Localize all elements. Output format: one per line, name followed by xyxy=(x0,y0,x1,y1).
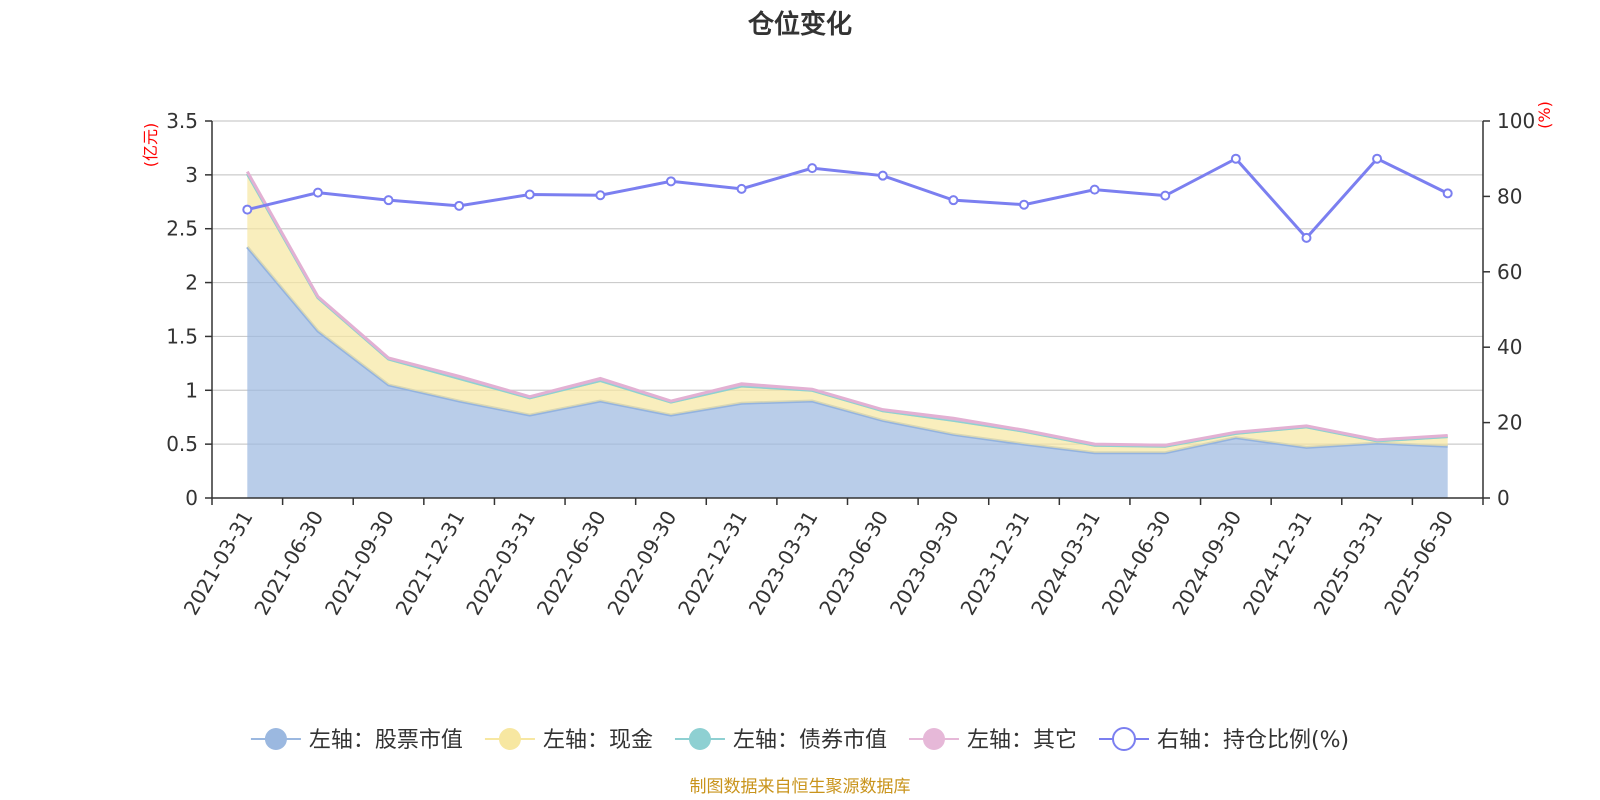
ratio-point xyxy=(736,183,747,194)
area-series-line-3 xyxy=(246,170,1448,447)
ratio-point xyxy=(383,195,394,206)
legend-label: 左轴：其它 xyxy=(967,728,1077,753)
ratio-point xyxy=(1372,153,1383,164)
x-tick-label: 2024-12-31 xyxy=(1238,507,1317,620)
legend-label: 左轴：股票市值 xyxy=(309,728,463,753)
ratio-point xyxy=(1019,199,1030,210)
left-axis-unit: (亿元) xyxy=(141,123,160,168)
legend-symbol-marker xyxy=(498,728,521,750)
x-tick-label: 2021-03-31 xyxy=(179,507,258,620)
left-tick-label: 3.5 xyxy=(166,109,198,133)
legend-symbol-marker xyxy=(922,728,945,750)
legend[interactable]: 左轴：股票市值 左轴：现金 左轴：债券市值 左轴：其它 右轴：持仓比例(%) xyxy=(250,727,1349,753)
ratio-point xyxy=(948,195,959,206)
x-tick-label: 2023-09-30 xyxy=(885,507,964,620)
right-tick-label: 0 xyxy=(1497,486,1510,510)
left-tick-label: 3 xyxy=(185,163,198,187)
source-note: 制图数据来自恒生聚源数据库 xyxy=(690,777,911,797)
legend-item-2[interactable]: 左轴：债券市值 xyxy=(674,728,887,753)
x-tick-label: 2021-12-31 xyxy=(391,507,470,620)
right-tick-label: 20 xyxy=(1497,411,1522,435)
x-tick-label: 2023-03-31 xyxy=(744,507,823,620)
right-tick-label: 60 xyxy=(1497,260,1522,284)
ratio-point xyxy=(1301,232,1312,243)
ratio-point xyxy=(242,204,253,215)
ratio-point xyxy=(665,176,676,187)
ratio-point xyxy=(454,200,465,211)
x-tick-label: 2022-12-31 xyxy=(673,507,752,620)
ratio-point xyxy=(1089,184,1100,195)
left-tick-label: 1.5 xyxy=(166,324,198,348)
x-tick-label: 2023-12-31 xyxy=(955,507,1034,620)
ratio-point xyxy=(1442,188,1453,199)
x-tick-label: 2021-06-30 xyxy=(249,507,328,620)
legend-item-0[interactable]: 左轴：股票市值 xyxy=(250,728,463,753)
ratio-point xyxy=(877,170,888,181)
left-tick-label: 0.5 xyxy=(166,432,198,456)
x-tick-label: 2024-09-30 xyxy=(1167,507,1246,620)
legend-label: 左轴：现金 xyxy=(543,728,653,753)
legend-item-4[interactable]: 右轴：持仓比例(%) xyxy=(1098,727,1349,753)
right-tick-label: 80 xyxy=(1497,184,1522,208)
ratio-point xyxy=(595,190,606,201)
x-tick-label: 2024-03-31 xyxy=(1026,507,1105,620)
area-series-0 xyxy=(247,247,1448,498)
legend-item-1[interactable]: 左轴：现金 xyxy=(484,728,653,753)
right-tick-label: 40 xyxy=(1497,335,1522,359)
ratio-point xyxy=(807,163,818,174)
left-tick-label: 2.5 xyxy=(166,217,198,241)
legend-symbol-marker xyxy=(1111,727,1136,751)
ratio-point xyxy=(1160,190,1171,201)
ratio-line-layer xyxy=(242,153,1453,243)
x-tick-label: 2024-06-30 xyxy=(1097,507,1176,620)
x-tick-label: 2025-03-31 xyxy=(1309,507,1388,620)
ratio-point xyxy=(312,187,323,198)
x-tick-label: 2022-06-30 xyxy=(532,507,611,620)
legend-item-3[interactable]: 左轴：其它 xyxy=(908,728,1077,753)
ratio-point xyxy=(524,189,535,200)
ratio-point xyxy=(1230,153,1241,164)
x-tick-label: 2025-06-30 xyxy=(1379,507,1458,620)
ratio-line xyxy=(246,156,1449,241)
chart-title: 仓位变化 xyxy=(747,9,852,40)
left-tick-label: 0 xyxy=(185,486,198,510)
x-tick-label: 2022-03-31 xyxy=(461,507,540,620)
legend-label: 右轴：持仓比例(%) xyxy=(1157,728,1349,753)
left-tick-label: 1 xyxy=(185,378,198,402)
right-tick-label: 100 xyxy=(1497,109,1535,133)
x-tick-label: 2021-09-30 xyxy=(320,507,399,620)
legend-label: 左轴：债券市值 xyxy=(733,728,887,753)
x-tick-label: 2022-09-30 xyxy=(602,507,681,620)
legend-symbol-marker xyxy=(688,728,711,750)
stacked-areas xyxy=(246,170,1448,498)
left-tick-label: 2 xyxy=(185,271,198,295)
right-axis-unit: (%) xyxy=(1535,101,1554,129)
legend-symbol-marker xyxy=(264,728,287,750)
x-tick-label: 2023-06-30 xyxy=(814,507,893,620)
